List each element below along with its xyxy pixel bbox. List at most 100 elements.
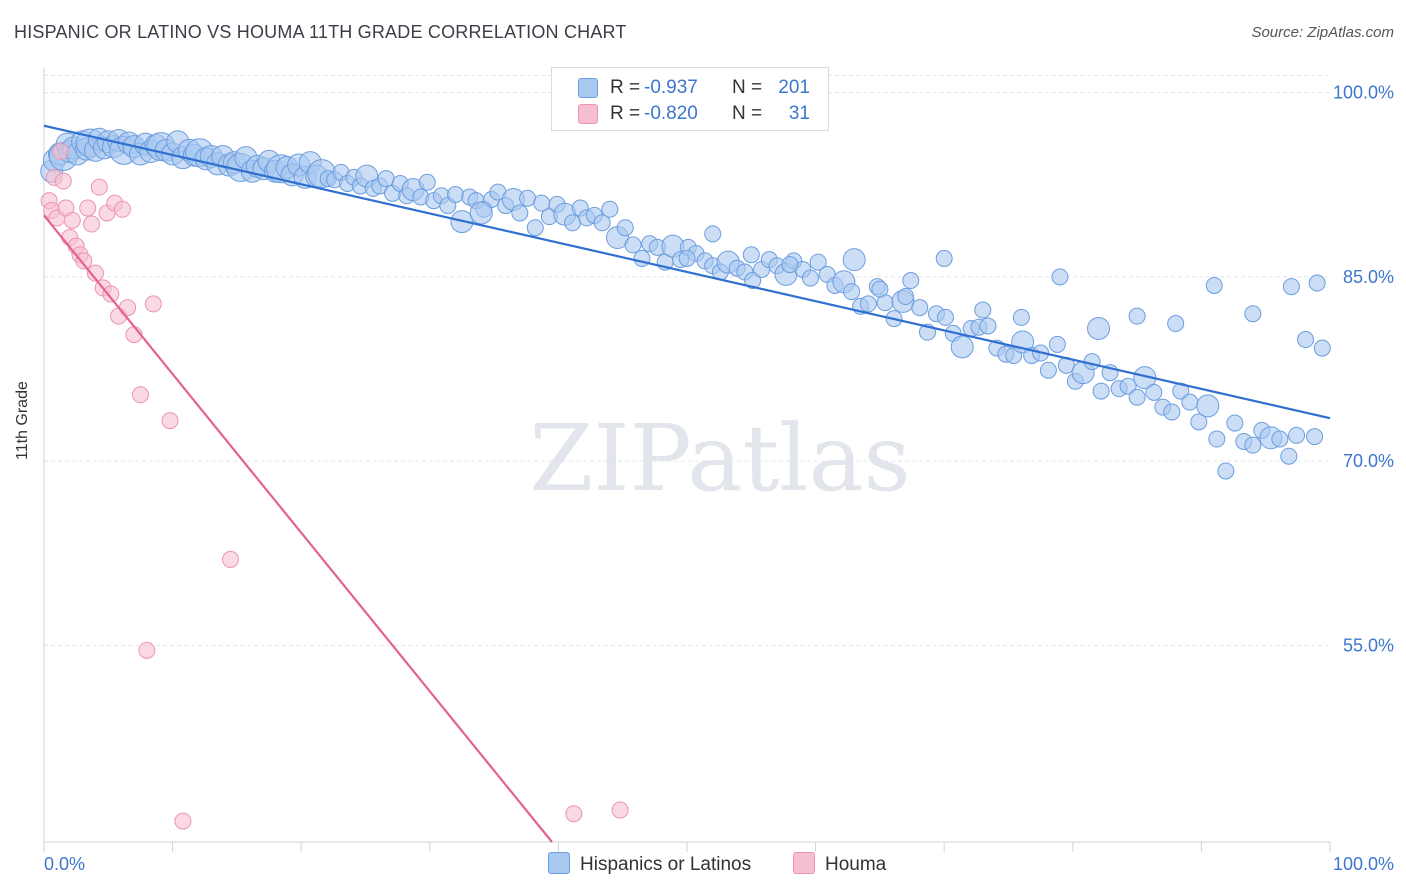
- hispanic-point: [526, 219, 544, 237]
- y-tick-label: 70.0%: [1343, 451, 1394, 471]
- houma-point: [79, 199, 97, 217]
- hispanic-point: [1313, 339, 1331, 357]
- trend-layer: [43, 124, 1331, 843]
- watermark: ZIPatlas: [529, 405, 910, 512]
- houma-point: [102, 285, 120, 303]
- hispanic-point: [742, 246, 760, 264]
- hispanic-point: [678, 249, 696, 267]
- hispanic-point: [1226, 414, 1244, 432]
- houma-point: [63, 211, 81, 229]
- hispanic-point: [1163, 403, 1181, 421]
- n-label: N =: [732, 103, 763, 124]
- hispanic-point: [1181, 393, 1199, 411]
- hispanic-point: [744, 272, 762, 290]
- hispanic-point: [1051, 268, 1069, 286]
- hispanic-point: [902, 272, 920, 290]
- houma-point: [565, 805, 583, 823]
- hispanic-point: [1196, 394, 1220, 418]
- legend-item-houma[interactable]: Houma: [793, 852, 886, 878]
- hispanic-point: [842, 248, 866, 272]
- hispanic-point: [1092, 382, 1110, 400]
- houma-point: [52, 143, 70, 161]
- hispanic-point: [1145, 383, 1163, 401]
- hispanic-point: [1208, 430, 1226, 448]
- pink-swatch: [578, 104, 598, 124]
- hispanic-point: [1306, 428, 1324, 446]
- x-tick-label: 0.0%: [44, 854, 85, 874]
- hispanic-point: [809, 253, 827, 271]
- legend-label: Houma: [825, 854, 887, 875]
- hispanic-point: [1039, 361, 1057, 379]
- hispanic-point: [593, 214, 611, 232]
- hispanic-point: [897, 288, 915, 306]
- hispanic-point: [624, 236, 642, 254]
- hispanic-point: [1282, 278, 1300, 296]
- hispanic-point: [616, 219, 634, 237]
- houma-point: [221, 550, 239, 568]
- hispanic-point: [469, 201, 493, 225]
- chart-title: HISPANIC OR LATINO VS HOUMA 11TH GRADE C…: [14, 22, 627, 42]
- hispanic-point: [1244, 305, 1262, 323]
- y-axis-label: 11th Grade: [14, 381, 31, 460]
- hispanic-point: [1048, 335, 1066, 353]
- houma-point: [161, 412, 179, 430]
- hispanic-point: [974, 301, 992, 319]
- hispanic-point: [950, 335, 974, 359]
- hispanic-point: [704, 225, 722, 243]
- y-tick-label: 55.0%: [1343, 635, 1394, 655]
- hispanic-point: [1128, 388, 1146, 406]
- r-value: -0.820: [644, 103, 698, 124]
- hispanic-point: [1083, 353, 1101, 371]
- hispanic-point: [871, 280, 889, 298]
- tick-label-layer: 100.0% 85.0% 70.0% 55.0% 0.0% 100.0%: [44, 83, 1394, 874]
- hispanic-point: [519, 189, 537, 207]
- houma-point: [54, 172, 72, 190]
- houma-point: [138, 641, 156, 659]
- hispanic-point: [511, 204, 529, 222]
- hispanic-point: [801, 269, 819, 287]
- hispanic-point: [601, 200, 619, 218]
- houma-point: [75, 252, 93, 270]
- hispanic-point: [781, 256, 799, 274]
- houma-point: [90, 178, 108, 196]
- n-value: 201: [778, 77, 810, 98]
- hispanic-point: [1087, 316, 1111, 340]
- hispanic-point: [936, 308, 954, 326]
- y-tick-label: 100.0%: [1333, 83, 1394, 103]
- hispanic-point: [447, 186, 465, 204]
- houma-point: [113, 200, 131, 218]
- grid-layer: [44, 74, 1330, 646]
- hispanic-point: [1119, 377, 1137, 395]
- stats-legend: R = -0.937 N = 201 R = -0.820 N = 31: [551, 67, 829, 131]
- x-tick-label: 100.0%: [1333, 854, 1394, 874]
- houma-point: [144, 295, 162, 313]
- hispanic-point: [1167, 315, 1185, 333]
- hispanic-point: [1297, 331, 1315, 349]
- pink-swatch: [793, 852, 815, 874]
- houma-point: [174, 812, 192, 830]
- hispanic-point: [1271, 430, 1289, 448]
- hispanic-point: [1128, 307, 1146, 325]
- hispanic-point: [1288, 426, 1306, 444]
- hispanic-point: [377, 170, 395, 188]
- houma-point: [83, 215, 101, 233]
- r-label: R =: [610, 103, 641, 124]
- houma-point: [611, 801, 629, 819]
- hispanic-point: [1244, 436, 1262, 454]
- r-label: R =: [610, 77, 641, 98]
- hispanic-point: [1205, 276, 1223, 294]
- source-label: Source: ZipAtlas.com: [1251, 24, 1394, 41]
- houma-trend-line: [43, 214, 553, 843]
- hispanic-point: [1012, 308, 1030, 326]
- blue-swatch: [548, 852, 570, 874]
- n-label: N =: [732, 77, 763, 98]
- hispanic-point: [1217, 462, 1235, 480]
- r-value: -0.937: [644, 77, 698, 98]
- hispanic-point: [859, 295, 877, 313]
- houma-point: [86, 264, 104, 282]
- hispanic-point: [418, 173, 436, 191]
- legend-item-hispanic[interactable]: Hispanics or Latinos: [548, 852, 751, 878]
- hispanic-trend-line: [43, 124, 1331, 420]
- hispanic-point: [1190, 413, 1208, 431]
